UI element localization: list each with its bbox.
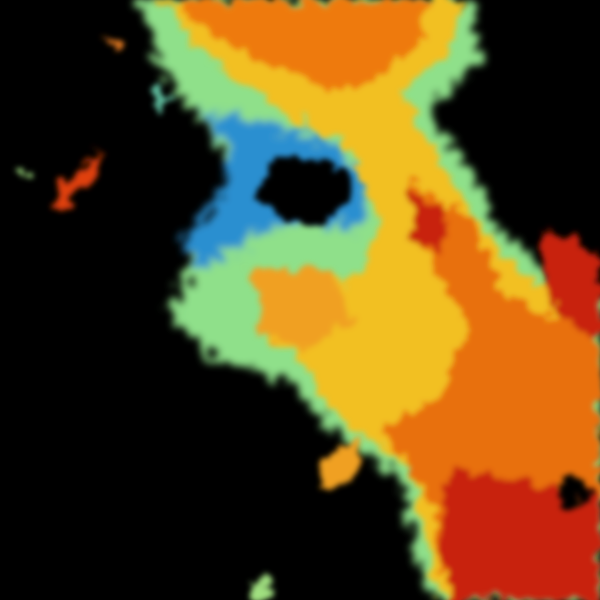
echo-hole	[555, 480, 585, 505]
echo-cell	[320, 440, 360, 490]
center-core	[250, 270, 350, 350]
red-core-east	[540, 230, 600, 340]
echo-cell	[150, 90, 170, 110]
echo-void	[257, 158, 353, 222]
red-cell	[410, 190, 450, 250]
echo-cell	[50, 150, 100, 210]
echo-cell	[15, 165, 30, 180]
echo-mid	[160, 0, 600, 600]
orange-echo-north	[170, 0, 430, 90]
scattered-echoes	[15, 38, 585, 600]
echo-cell	[100, 38, 120, 52]
echo-cell	[250, 580, 270, 600]
